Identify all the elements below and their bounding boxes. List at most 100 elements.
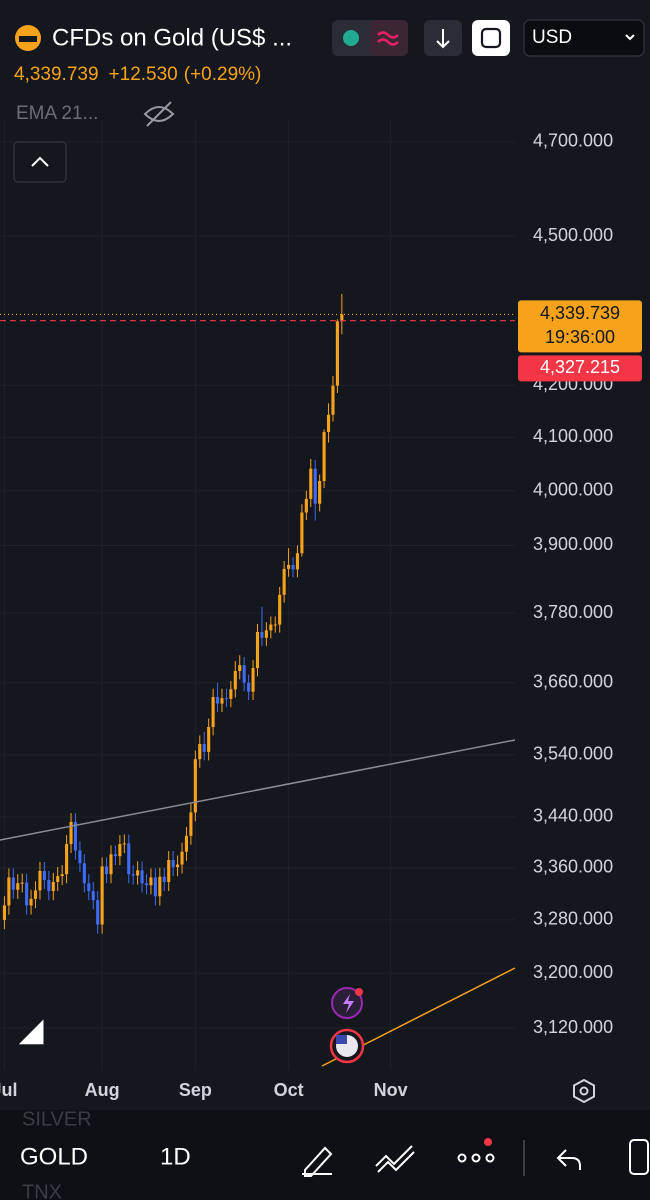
candle-body	[247, 682, 251, 692]
candle-body	[11, 877, 15, 890]
y-tick-label: 4,000.000	[533, 479, 613, 499]
candle-body	[304, 498, 308, 513]
symbol[interactable]: GOLD	[20, 1143, 88, 1170]
more-button[interactable]	[457, 1138, 495, 1163]
logo: ◢	[18, 1014, 44, 1047]
candle-body	[38, 870, 42, 891]
symbol-above[interactable]: SILVER	[22, 1108, 92, 1130]
candle-body	[238, 665, 242, 672]
indicator-label[interactable]: EMA 21...	[16, 103, 98, 124]
settings-icon[interactable]	[573, 1078, 595, 1104]
candle-body	[100, 866, 104, 925]
market-open-dot	[343, 30, 359, 46]
chevron-up-icon	[31, 156, 49, 167]
plot-area	[0, 120, 515, 1070]
fullscreen-icon	[480, 27, 502, 49]
price-label: 4,339.739	[540, 303, 620, 323]
y-tick-label: 4,100.000	[533, 426, 613, 446]
candle-body	[87, 883, 91, 892]
x-tick-label: Sep	[179, 1080, 212, 1100]
notification-dot	[355, 988, 363, 996]
y-tick-label: 3,360.000	[533, 857, 613, 877]
candle-body	[229, 689, 233, 699]
symbol-title[interactable]: CFDs on Gold (US$ ...	[52, 24, 292, 51]
candle-body	[118, 844, 122, 857]
candle-body	[131, 874, 135, 876]
candle-body	[260, 632, 264, 638]
candle-body	[198, 743, 202, 760]
y-tick-label: 3,280.000	[533, 909, 613, 929]
candle-body	[51, 881, 55, 892]
candle-body	[136, 870, 140, 876]
candle-body	[211, 697, 215, 727]
y-tick-label: 3,200.000	[533, 962, 613, 982]
candle-body	[127, 843, 131, 875]
layout-button[interactable]	[629, 1139, 649, 1175]
x-tick-label: Aug	[85, 1080, 120, 1100]
candle-body	[73, 821, 78, 851]
settings-icon-center	[579, 1086, 589, 1096]
candle-body	[29, 898, 33, 906]
hide-icon[interactable]	[143, 101, 175, 127]
candle-body	[318, 481, 322, 504]
toolbar	[0, 1110, 650, 1200]
interval[interactable]: 1D	[160, 1143, 191, 1170]
candle-body	[242, 665, 246, 683]
currency-label: USD	[532, 27, 572, 48]
candle-body	[331, 385, 335, 415]
x-tick-label: Oct	[274, 1080, 304, 1100]
candle-body	[167, 860, 171, 882]
candle-body	[171, 860, 175, 868]
currency-select[interactable]	[523, 19, 645, 57]
candle-body	[144, 883, 149, 886]
symbol-below[interactable]: TNX	[22, 1181, 62, 1200]
price-label-box	[518, 300, 642, 353]
draw-tool[interactable]	[302, 1146, 333, 1177]
candle-body	[273, 624, 277, 626]
collapse-button[interactable]	[13, 141, 67, 183]
candle-body	[233, 671, 237, 690]
candle-body	[335, 321, 339, 386]
candle-body	[202, 743, 206, 752]
candle-body	[78, 850, 82, 864]
price: 4,339.739	[14, 64, 99, 85]
x-tick-label: Jul	[0, 1080, 17, 1100]
candle-body	[309, 468, 313, 499]
y-tick-label: 4,500.000	[533, 225, 613, 245]
candle-body	[340, 314, 344, 322]
dot	[457, 1153, 467, 1163]
change-pct: (+0.29%)	[184, 64, 262, 85]
undo-button[interactable]	[556, 1149, 581, 1170]
candle-body	[162, 876, 166, 882]
candle-body	[184, 835, 189, 852]
candle-body	[33, 890, 38, 899]
candle-body	[56, 876, 60, 882]
candle-body	[326, 414, 331, 433]
trend-line[interactable]	[0, 739, 516, 841]
y-tick-label: 3,440.000	[533, 806, 613, 826]
candle-body	[7, 877, 11, 906]
change: +12.530	[109, 64, 178, 85]
delay-box[interactable]	[370, 20, 408, 56]
arrow-down-icon	[436, 29, 450, 49]
candle-body	[176, 864, 180, 868]
candle-body	[104, 866, 109, 875]
y-tick-label: 3,660.000	[533, 672, 613, 692]
candle-body	[109, 854, 113, 875]
candle-body	[96, 900, 100, 925]
candle-body	[220, 698, 224, 704]
candle-body	[313, 468, 317, 504]
candle-body	[300, 512, 304, 554]
line-tool[interactable]	[375, 1145, 415, 1173]
chevron-icon	[625, 34, 635, 41]
candle-body	[140, 870, 144, 884]
y-tick-label: 3,900.000	[533, 534, 613, 554]
y-tick-label: 4,700.000	[533, 131, 613, 151]
notification-dot	[484, 1138, 492, 1146]
button[interactable]	[472, 20, 510, 56]
y-tick-label: 3,780.000	[533, 602, 613, 622]
candle-body	[113, 854, 117, 857]
candle-body	[282, 568, 286, 595]
candle-body	[2, 905, 6, 920]
